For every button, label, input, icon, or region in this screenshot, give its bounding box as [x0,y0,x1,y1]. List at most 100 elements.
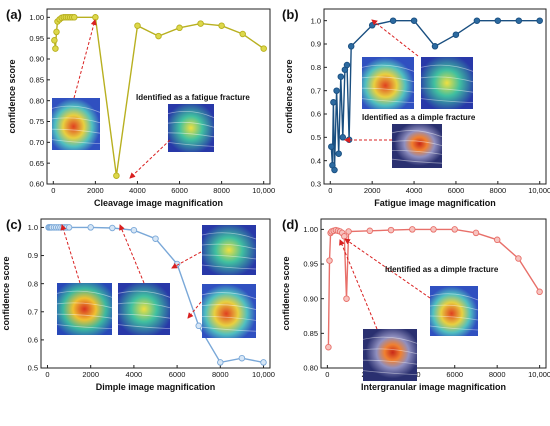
y-tick-label: 0.8 [311,63,321,72]
data-point [472,229,480,237]
heatmap-inset-image [117,283,171,335]
data-point [452,31,460,38]
data-point [109,224,116,232]
heatmap-fill [421,57,473,109]
texture-line [420,76,474,83]
data-point [328,143,335,150]
data-point [217,359,224,366]
y-tick-label: 0.95 [303,260,318,269]
heatmap-fill [363,329,417,381]
data-point [195,322,202,330]
texture-line [391,140,443,146]
data-point [325,343,332,351]
y-tick-label: 0.9 [28,251,38,260]
texture-line [167,121,215,128]
x-tick-label: 0 [45,370,49,379]
texture-line [361,87,415,93]
annotation-text: Identified as a dimple fracture [385,265,499,274]
plot-frame [320,218,547,369]
panel-b: 0 2000 4000 6000 8000 10,000 0.3 0.4 0.5 0.6 0.7 0.… [282,7,550,208]
data-point [87,224,94,231]
x-tick-label: 6000 [446,370,463,379]
texture-line [420,87,474,93]
heatmap-fill [202,284,256,338]
annotation-arrow [371,19,419,57]
x-axis-title: Intergranular image magnification [361,382,506,392]
data-point [333,87,340,94]
texture-line [56,324,113,329]
data-point [493,236,501,244]
x-tick-label: 2000 [364,186,381,195]
data-point [134,22,141,29]
texture-line [429,304,479,311]
data-point [536,288,543,296]
y-tick-label: 1.0 [311,16,321,25]
y-tick-label: 0.3 [311,180,321,189]
x-tick-label: 10,000 [252,370,275,379]
texture-line [56,302,113,309]
data-point [238,354,246,362]
data-point [343,61,351,69]
texture-line [201,316,257,321]
heatmap-fill [362,57,414,109]
texture-line [167,132,215,138]
texture-line [51,128,101,134]
texture-line [117,313,171,319]
heatmap-inset-image [362,329,418,381]
data-point [92,14,99,21]
y-axis-title: confidence score [281,256,291,330]
data-point [218,22,225,29]
y-tick-label: 0.7 [311,86,321,95]
texture-line [362,348,418,355]
texture-line [420,64,474,72]
data-point [330,99,337,106]
data-point [345,228,352,235]
data-point [155,32,162,40]
data-point [152,235,159,242]
data-point [53,28,60,36]
data-point [130,226,138,234]
x-tick-label: 6000 [448,186,465,195]
x-tick-label: 2000 [87,186,104,195]
y-tick-label: 0.65 [29,159,44,168]
x-tick-label: 6000 [171,186,188,195]
y-tick-label: 1.0 [28,223,38,232]
texture-line [51,117,101,124]
data-point [65,224,73,231]
annotation-arrow [187,301,202,319]
texture-line [362,370,418,375]
panel-label: (d) [282,217,299,232]
data-point [52,45,59,52]
x-tick-label: 4000 [129,186,146,195]
data-point [71,14,78,21]
data-point [331,166,338,174]
x-tick-label: 0 [328,186,332,195]
y-tick-label: 0.75 [29,117,44,126]
data-point [260,359,267,366]
texture-line [167,142,215,147]
texture-line [117,302,171,309]
annotation-arrow [129,139,171,179]
texture-line [201,304,257,310]
data-point [113,172,120,179]
data-point [341,233,348,240]
data-point [409,226,416,233]
x-axis-title: Fatigue image magnification [374,198,496,208]
plot-frame [46,8,271,185]
x-tick-label: 0 [51,186,55,195]
x-axis-title: Cleavage image magnification [94,198,223,208]
texture-line [51,105,101,113]
x-tick-label: 4000 [126,370,143,379]
x-tick-label: 4000 [406,186,423,195]
plot-frame [40,218,271,369]
x-tick-label: 10,000 [528,186,550,195]
annotation-arrow [73,19,97,99]
heatmap-inset-image [56,283,113,335]
annotation-arrow [60,224,81,284]
y-tick-label: 0.5 [311,133,321,142]
heatmap-inset-image [361,57,415,109]
annotation-text: Identified as a fatigue fracture [136,93,250,102]
y-tick-label: 0.8 [28,279,38,288]
